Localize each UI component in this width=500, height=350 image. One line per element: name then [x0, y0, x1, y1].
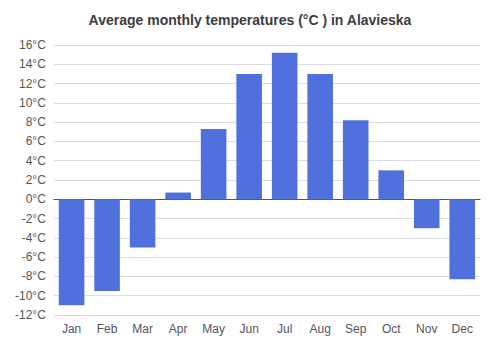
- svg-text:-4°C: -4°C: [22, 231, 46, 245]
- svg-text:-2°C: -2°C: [22, 212, 46, 226]
- svg-text:May: May: [202, 322, 225, 336]
- svg-text:Jan: Jan: [62, 322, 81, 336]
- svg-text:6°C: 6°C: [26, 134, 46, 148]
- svg-text:2°C: 2°C: [26, 173, 46, 187]
- svg-text:16°C: 16°C: [19, 38, 46, 52]
- svg-text:4°C: 4°C: [26, 154, 46, 168]
- svg-text:Sep: Sep: [345, 322, 367, 336]
- svg-text:0°C: 0°C: [26, 192, 46, 206]
- svg-text:-12°C: -12°C: [15, 308, 46, 322]
- svg-text:Jun: Jun: [239, 322, 258, 336]
- svg-text:Aug: Aug: [309, 322, 330, 336]
- svg-text:-6°C: -6°C: [22, 250, 46, 264]
- svg-text:14°C: 14°C: [19, 57, 46, 71]
- svg-text:Mar: Mar: [132, 322, 153, 336]
- svg-text:Feb: Feb: [97, 322, 118, 336]
- svg-text:12°C: 12°C: [19, 77, 46, 91]
- svg-text:Nov: Nov: [416, 322, 437, 336]
- svg-text:-10°C: -10°C: [15, 289, 46, 303]
- svg-text:8°C: 8°C: [26, 115, 46, 129]
- svg-text:Oct: Oct: [382, 322, 401, 336]
- svg-text:Apr: Apr: [169, 322, 188, 336]
- svg-text:Average monthly temperatures (: Average monthly temperatures (°C ) in Al…: [89, 12, 412, 28]
- svg-text:Jul: Jul: [277, 322, 292, 336]
- svg-text:-8°C: -8°C: [22, 269, 46, 283]
- svg-text:10°C: 10°C: [19, 96, 46, 110]
- svg-text:Dec: Dec: [452, 322, 473, 336]
